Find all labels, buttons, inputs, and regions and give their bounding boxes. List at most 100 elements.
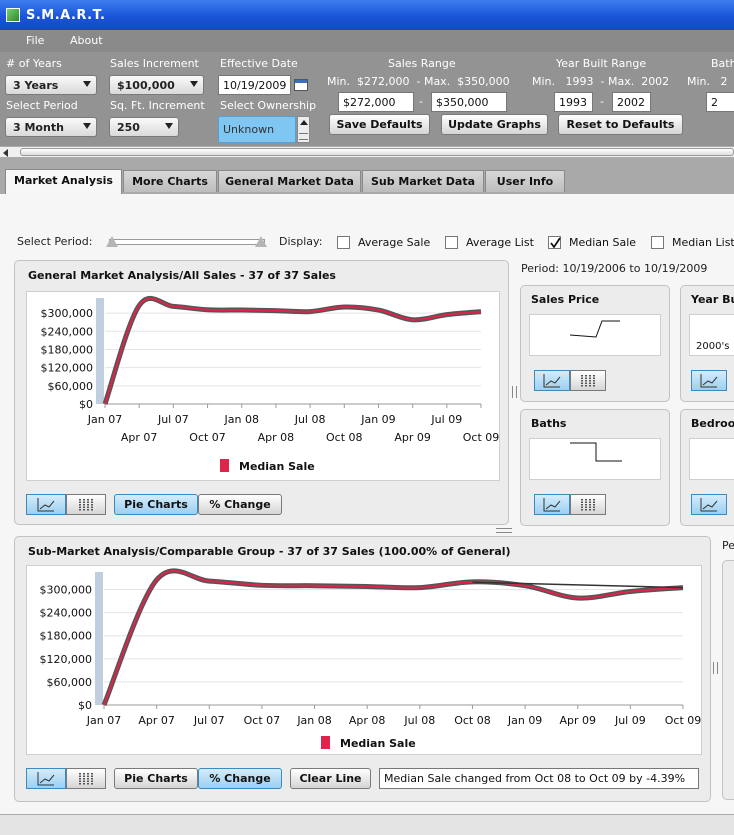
average-list-label: Average List xyxy=(466,236,534,249)
percent-change-button[interactable]: % Change xyxy=(198,768,282,789)
pie-charts-button[interactable]: Pie Charts xyxy=(114,494,198,515)
sales-increment-label: Sales Increment xyxy=(110,57,199,70)
horizontal-splitter-grip[interactable] xyxy=(496,528,512,533)
tab-general-market-data[interactable]: General Market Data xyxy=(218,170,361,192)
menu-file[interactable]: File xyxy=(26,34,45,47)
x-tick-label: Jul 07 xyxy=(157,413,189,426)
series-line-median-sale xyxy=(103,569,684,706)
ownership-label: Select Ownership xyxy=(220,99,317,112)
y-tick-label: $120,000 xyxy=(40,653,93,666)
baths-mini-chart xyxy=(529,438,661,480)
table-view-button[interactable] xyxy=(570,494,606,515)
ownership-scrollbar[interactable] xyxy=(297,116,310,143)
slider-right-thumb-icon[interactable] xyxy=(255,236,267,247)
period-dropdown[interactable]: 3 Month xyxy=(5,117,97,137)
median-list-label: Median List xyxy=(672,236,734,249)
effective-date-label: Effective Date xyxy=(220,57,298,70)
pie-charts-button[interactable]: Pie Charts xyxy=(114,768,198,789)
y-tick-label: $0 xyxy=(78,699,92,712)
sales-min-field[interactable]: $272,000 xyxy=(338,92,414,112)
x-tick-label: Jul 07 xyxy=(193,714,225,727)
baths-sparkline xyxy=(570,442,622,462)
bath-range-text: Min. 2 xyxy=(687,75,728,88)
horizontal-scrollbar[interactable] xyxy=(0,146,734,158)
line-chart-button[interactable] xyxy=(534,370,570,391)
tab-sub-market-data[interactable]: Sub Market Data xyxy=(362,170,484,192)
market-analysis-content: Select Period: Display: Average Sale Ave… xyxy=(0,194,734,814)
line-chart-button[interactable] xyxy=(534,494,570,515)
sub-panel-title: Sub-Market Analysis/Comparable Group - 3… xyxy=(28,545,511,558)
sqft-increment-dropdown[interactable]: 250 xyxy=(109,117,179,137)
x-tick-label: Oct 09 xyxy=(463,431,500,444)
line-chart-button[interactable] xyxy=(26,768,66,789)
arrow-up-icon[interactable] xyxy=(300,120,308,125)
save-defaults-button[interactable]: Save Defaults xyxy=(329,114,430,135)
vertical-splitter-grip[interactable] xyxy=(512,386,517,398)
sales-price-sparkline xyxy=(569,320,620,338)
trend-line xyxy=(472,581,684,589)
percent-change-button[interactable]: % Change xyxy=(198,494,282,515)
median-sale-checkbox[interactable] xyxy=(548,236,561,249)
ownership-list[interactable]: Unknown xyxy=(218,116,296,143)
sales-price-title: Sales Price xyxy=(531,293,600,306)
effective-date-field[interactable]: 10/19/2009 xyxy=(218,75,291,95)
table-grid-icon xyxy=(79,499,93,511)
average-list-checkbox[interactable] xyxy=(445,236,458,249)
x-tick-label: Oct 08 xyxy=(454,714,491,727)
update-graphs-button[interactable]: Update Graphs xyxy=(441,114,548,135)
vertical-splitter-grip[interactable] xyxy=(713,662,718,674)
bath-min-field[interactable]: 2 xyxy=(706,92,734,112)
y-axis-band xyxy=(96,298,104,404)
bedrooms-title: Bedroo xyxy=(691,417,734,430)
chevron-down-icon xyxy=(190,81,198,87)
scrollbar-thumb[interactable] xyxy=(20,148,734,156)
year-max-field[interactable]: 2002 xyxy=(612,92,651,112)
general-market-chart: $0 $60,000 $120,000 $180,000 $240,000 $300,00… xyxy=(41,295,500,444)
tab-user-info[interactable]: User Info xyxy=(485,170,565,192)
calendar-icon[interactable] xyxy=(294,79,308,91)
table-grid-icon xyxy=(79,773,93,785)
tab-more-charts[interactable]: More Charts xyxy=(123,170,217,192)
average-sale-checkbox[interactable] xyxy=(337,236,350,249)
sub-legend-label: Median Sale xyxy=(340,737,416,750)
year-min-field[interactable]: 1993 xyxy=(554,92,593,112)
line-chart-icon xyxy=(37,772,55,786)
clear-line-button[interactable]: Clear Line xyxy=(290,768,371,789)
line-chart-button[interactable] xyxy=(26,494,66,515)
period-label: Select Period xyxy=(6,99,78,112)
year-built-mini-panel: Year Bu 2000's xyxy=(680,285,734,402)
x-tick-label: Jul 08 xyxy=(403,714,435,727)
line-chart-icon xyxy=(37,498,55,512)
median-list-checkbox[interactable] xyxy=(651,236,664,249)
table-view-button[interactable] xyxy=(570,370,606,391)
side-panel-edge xyxy=(722,560,734,800)
table-view-button[interactable] xyxy=(66,768,106,789)
tab-market-analysis[interactable]: Market Analysis xyxy=(5,169,122,194)
median-sale-label: Median Sale xyxy=(569,236,637,249)
sqft-increment-label: Sq. Ft. Increment xyxy=(110,99,205,112)
average-sale-label: Average Sale xyxy=(358,236,431,249)
line-chart-button[interactable] xyxy=(691,370,727,391)
line-chart-icon xyxy=(543,498,561,512)
y-tick-label: $180,000 xyxy=(41,343,94,356)
menu-about[interactable]: About xyxy=(70,34,103,47)
title-bar: S.M.A.R.T. xyxy=(0,0,734,30)
years-dropdown[interactable]: 3 Years xyxy=(5,75,97,95)
slider-left-thumb-icon[interactable] xyxy=(106,236,118,247)
change-readout-field: Median Sale changed from Oct 08 to Oct 0… xyxy=(379,768,699,789)
scroll-grip-icon xyxy=(299,133,308,140)
app-icon xyxy=(6,8,20,22)
period-slider-track[interactable] xyxy=(109,239,265,245)
x-tick-label: Jan 07 xyxy=(86,714,121,727)
line-chart-button[interactable] xyxy=(691,494,727,515)
check-icon xyxy=(550,237,561,249)
arrow-left-icon[interactable] xyxy=(3,149,8,157)
status-bar xyxy=(0,814,734,835)
table-view-button[interactable] xyxy=(66,494,106,515)
reset-defaults-button[interactable]: Reset to Defaults xyxy=(558,114,683,135)
sales-max-field[interactable]: $350,000 xyxy=(431,92,507,112)
series-line-shadow xyxy=(101,568,684,706)
y-tick-label: $0 xyxy=(79,398,93,411)
sales-increment-dropdown[interactable]: $100,000 xyxy=(109,75,204,95)
y-tick-label: $240,000 xyxy=(41,325,94,338)
